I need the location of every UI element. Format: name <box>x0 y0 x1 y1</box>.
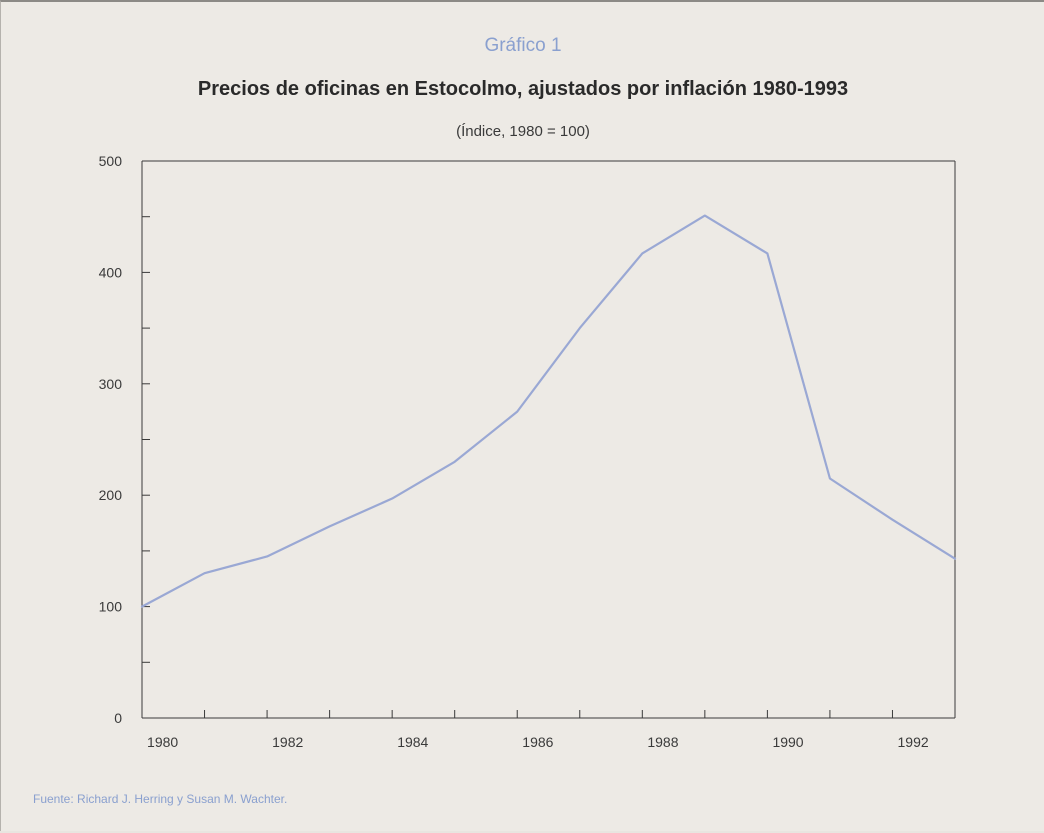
x-tick-label: 1982 <box>272 734 303 750</box>
y-tick-label: 400 <box>99 264 123 280</box>
chart-subtitle: (Índice, 1980 = 100) <box>456 123 590 140</box>
y-tick-label: 200 <box>99 487 123 503</box>
figure-label: Gráfico 1 <box>484 35 562 56</box>
series-line <box>140 214 957 608</box>
x-tick-label: 1986 <box>522 734 553 750</box>
y-tick-label: 100 <box>99 599 123 615</box>
chart-title: Precios de oficinas en Estocolmo, ajusta… <box>197 78 849 100</box>
x-tick-label: 1992 <box>898 734 929 750</box>
x-tick-label: 1988 <box>647 734 678 750</box>
series-group <box>140 214 957 608</box>
y-tick-label: 500 <box>99 153 123 169</box>
source-note: Fuente: Richard J. Herring y Susan M. Wa… <box>33 792 288 806</box>
y-axis-ticks: 0 100 200 300 400 500 <box>99 153 150 726</box>
plot-frame <box>141 160 956 719</box>
y-tick-label: 0 <box>114 710 122 726</box>
x-tick-label: 1980 <box>147 734 178 750</box>
x-axis-ticks: 1980 1982 1984 1986 1988 1990 1992 <box>141 710 956 750</box>
x-tick-label: 1984 <box>397 734 428 750</box>
y-tick-label: 300 <box>99 376 123 392</box>
x-tick-label: 1990 <box>772 734 803 750</box>
